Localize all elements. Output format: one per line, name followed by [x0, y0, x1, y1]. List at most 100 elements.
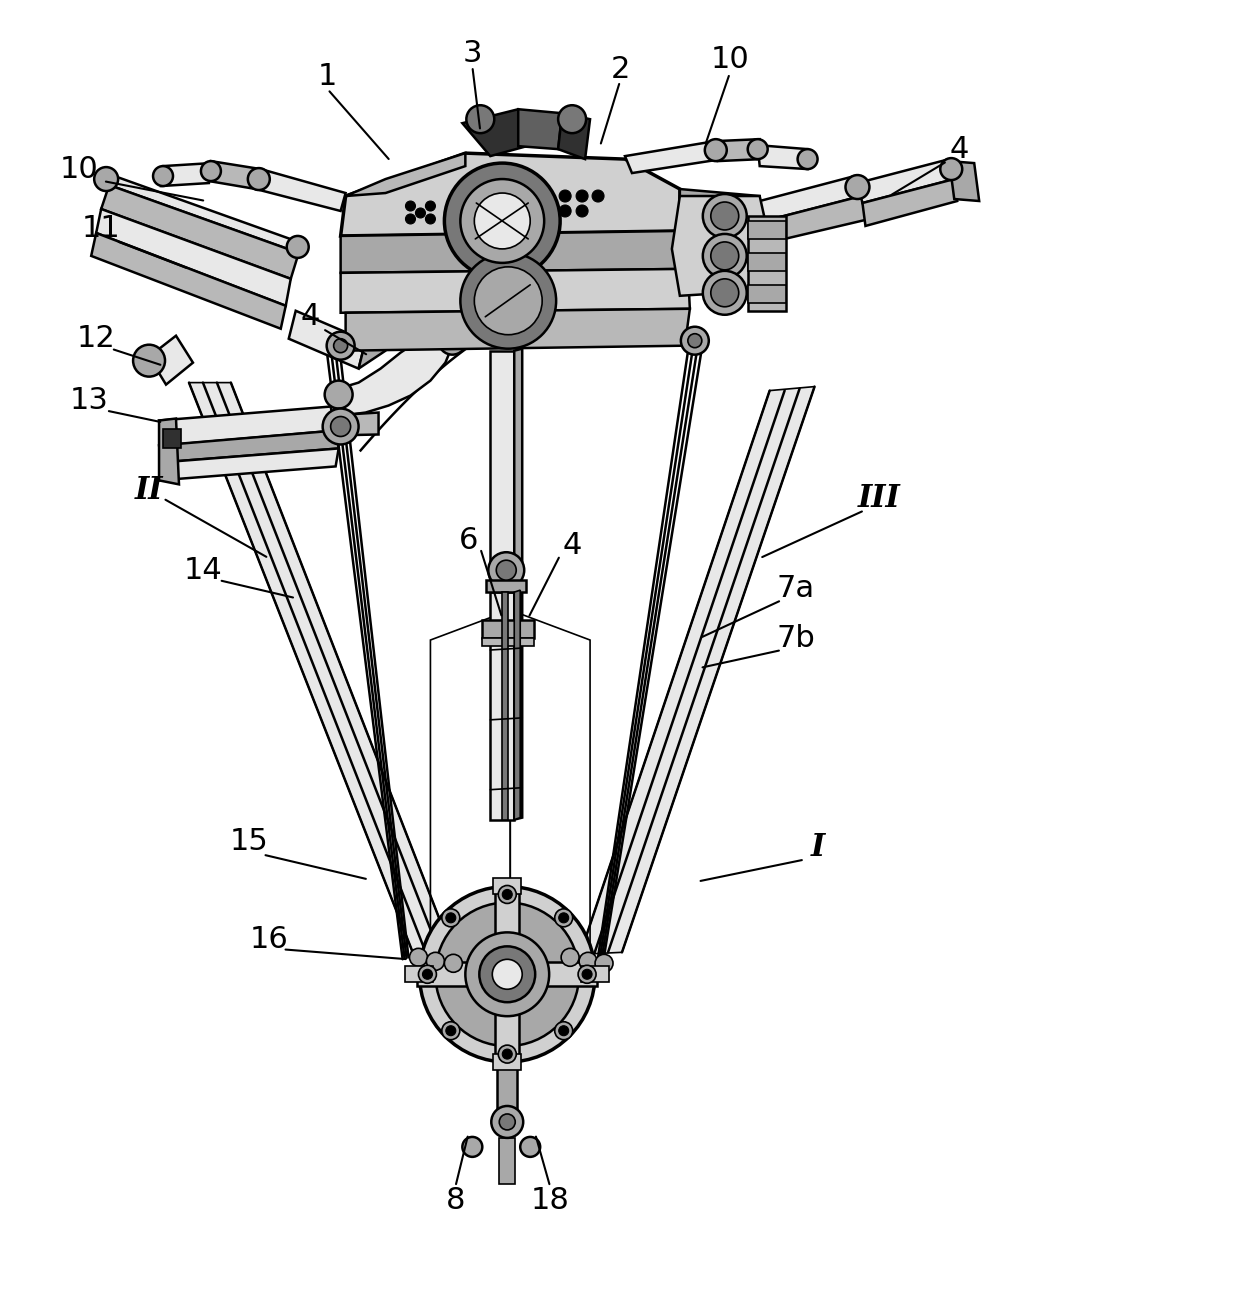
Polygon shape	[463, 110, 546, 157]
Bar	[482, 620, 534, 638]
Polygon shape	[758, 145, 807, 170]
Circle shape	[325, 381, 352, 408]
Text: 7b: 7b	[776, 624, 815, 652]
Circle shape	[711, 241, 739, 270]
Circle shape	[489, 552, 525, 589]
Circle shape	[703, 194, 746, 238]
Circle shape	[427, 953, 444, 971]
Circle shape	[331, 416, 351, 436]
Polygon shape	[494, 1054, 521, 1070]
Polygon shape	[680, 189, 760, 249]
Circle shape	[466, 106, 495, 133]
Text: 2: 2	[610, 55, 630, 84]
Polygon shape	[159, 407, 336, 445]
Polygon shape	[159, 431, 339, 462]
Circle shape	[498, 1045, 516, 1064]
Circle shape	[480, 946, 536, 1002]
Circle shape	[286, 236, 309, 258]
Polygon shape	[515, 590, 521, 820]
Circle shape	[133, 345, 165, 377]
Circle shape	[444, 954, 463, 972]
Circle shape	[681, 326, 709, 355]
Circle shape	[444, 163, 560, 279]
Polygon shape	[558, 114, 590, 159]
Polygon shape	[500, 1138, 516, 1184]
Polygon shape	[341, 231, 688, 273]
Polygon shape	[149, 335, 193, 385]
Text: 13: 13	[69, 386, 109, 415]
Polygon shape	[502, 592, 508, 820]
Circle shape	[577, 205, 588, 217]
Polygon shape	[580, 386, 815, 954]
Polygon shape	[515, 590, 522, 820]
Circle shape	[498, 886, 516, 903]
Polygon shape	[405, 966, 434, 983]
Polygon shape	[331, 412, 378, 436]
Text: 8: 8	[445, 1186, 465, 1215]
Text: 4: 4	[950, 134, 968, 163]
Text: 4: 4	[563, 531, 582, 560]
Circle shape	[248, 168, 270, 191]
Text: III: III	[858, 483, 900, 514]
Polygon shape	[490, 351, 515, 570]
Circle shape	[334, 339, 347, 352]
Circle shape	[496, 560, 516, 581]
Circle shape	[559, 912, 569, 923]
Bar	[748, 284, 786, 303]
Polygon shape	[346, 153, 465, 196]
Text: 14: 14	[184, 556, 222, 585]
Bar	[748, 217, 786, 311]
Circle shape	[582, 970, 591, 979]
Circle shape	[418, 966, 436, 983]
Text: I: I	[811, 833, 825, 863]
Polygon shape	[760, 176, 862, 221]
Circle shape	[491, 1105, 523, 1138]
Circle shape	[500, 1114, 516, 1130]
Circle shape	[460, 253, 557, 348]
Circle shape	[435, 903, 579, 1047]
Bar	[748, 221, 786, 239]
Polygon shape	[582, 966, 609, 983]
Circle shape	[415, 207, 425, 218]
Circle shape	[463, 1137, 482, 1156]
Polygon shape	[863, 179, 957, 226]
Circle shape	[153, 166, 174, 187]
Circle shape	[441, 908, 460, 927]
Text: 12: 12	[77, 324, 115, 354]
Circle shape	[439, 326, 466, 355]
Polygon shape	[515, 348, 522, 570]
Polygon shape	[714, 140, 761, 161]
Text: 10: 10	[60, 154, 99, 184]
Circle shape	[502, 890, 512, 899]
Circle shape	[460, 179, 544, 262]
Polygon shape	[255, 170, 346, 211]
Circle shape	[405, 214, 415, 224]
Circle shape	[492, 959, 522, 989]
Circle shape	[846, 175, 869, 200]
Polygon shape	[159, 449, 339, 480]
Circle shape	[688, 334, 702, 347]
Circle shape	[704, 140, 727, 161]
Polygon shape	[289, 311, 366, 368]
Polygon shape	[418, 962, 596, 987]
Circle shape	[579, 953, 596, 971]
Circle shape	[591, 191, 604, 202]
Polygon shape	[97, 209, 290, 305]
Polygon shape	[490, 592, 515, 820]
Circle shape	[559, 205, 572, 217]
Polygon shape	[208, 161, 260, 189]
Circle shape	[322, 408, 358, 445]
Text: 1: 1	[317, 61, 337, 91]
Circle shape	[423, 970, 433, 979]
Circle shape	[425, 201, 435, 211]
Circle shape	[475, 266, 542, 334]
Polygon shape	[497, 1062, 517, 1118]
Circle shape	[559, 191, 572, 202]
Text: 4: 4	[301, 303, 320, 331]
Circle shape	[554, 1022, 573, 1040]
Circle shape	[711, 279, 739, 307]
Polygon shape	[495, 885, 520, 1064]
Circle shape	[595, 954, 613, 972]
Circle shape	[419, 886, 595, 1062]
Text: 3: 3	[463, 39, 482, 68]
